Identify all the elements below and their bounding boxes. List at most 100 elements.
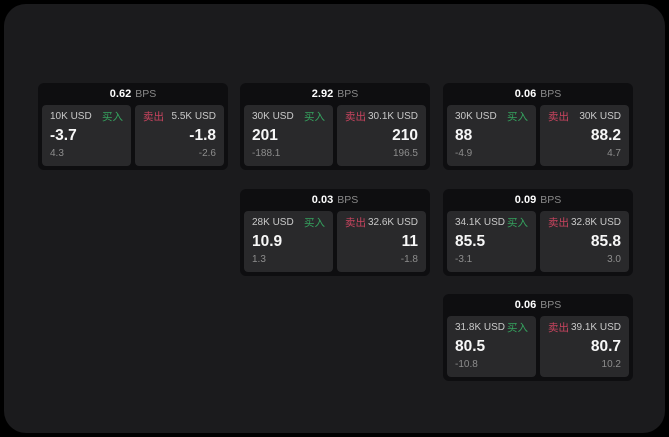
sell-tile-header: 卖出 32.8K USD [548,217,621,229]
quote-body: 31.8K USD 买入 80.5 -10.8 卖出 39.1K USD 80.… [443,316,633,381]
bps-value: 2.92 [311,88,334,100]
sell-side-label: 卖出 [548,322,569,334]
buy-change: -4.9 [455,148,473,159]
sell-change: 10.2 [601,359,621,370]
sell-side-label: 卖出 [345,111,366,123]
sell-amount: 32.6K USD [367,217,418,228]
sell-amount: 5.5K USD [171,111,216,122]
buy-tile-header: 10K USD 买入 [50,111,123,123]
buy-side-label: 买入 [102,111,123,123]
buy-side-label: 买入 [507,322,528,334]
buy-side-label: 买入 [507,217,528,229]
quote-body: 10K USD 买入 -3.7 4.3 卖出 5.5K USD -1.8 -2.… [38,105,228,170]
bps-unit-label: BPS [540,194,562,206]
sell-tile-header: 卖出 5.5K USD [143,111,216,123]
sell-price: 210 [392,127,418,144]
sell-side-label: 卖出 [548,111,569,123]
buy-price: 80.5 [455,338,486,355]
sell-change: 3.0 [607,254,621,265]
buy-tile-header: 30K USD 买入 [252,111,325,123]
sell-price: 85.8 [590,233,621,250]
buy-change: -3.1 [455,254,473,265]
bps-unit-label: BPS [540,88,562,100]
bps-value: 0.62 [109,88,132,100]
buy-tile[interactable]: 10K USD 买入 -3.7 4.3 [42,105,131,166]
buy-change: 4.3 [50,148,64,159]
buy-amount: 31.8K USD [455,322,506,333]
quote-body: 28K USD 买入 10.9 1.3 卖出 32.6K USD 11 -1.8 [240,211,430,276]
sell-change: 196.5 [392,148,418,159]
buy-change: -10.8 [455,359,478,370]
quote-card: 0.06 BPS 31.8K USD 买入 80.5 -10.8 卖出 39.1… [443,294,633,381]
sell-price: 88.2 [590,127,621,144]
buy-change: -188.1 [252,148,281,159]
buy-amount: 30K USD [455,111,497,122]
sell-tile[interactable]: 卖出 30.1K USD 210 196.5 [337,105,426,166]
bps-header: 0.06 BPS [443,83,633,105]
sell-tile[interactable]: 卖出 32.6K USD 11 -1.8 [337,211,426,272]
sell-tile-header: 卖出 32.6K USD [345,217,418,229]
buy-tile-header: 31.8K USD 买入 [455,322,528,334]
sell-amount: 30K USD [579,111,621,122]
sell-side-label: 卖出 [548,217,569,229]
buy-side-label: 买入 [304,217,325,229]
quote-card: 0.06 BPS 30K USD 买入 88 -4.9 卖出 30K USD 8… [443,83,633,170]
sell-tile[interactable]: 卖出 39.1K USD 80.7 10.2 [540,316,629,377]
buy-amount: 10K USD [50,111,92,122]
buy-amount: 30K USD [252,111,294,122]
bps-unit-label: BPS [135,88,157,100]
sell-tile[interactable]: 卖出 30K USD 88.2 4.7 [540,105,629,166]
buy-side-label: 买入 [507,111,528,123]
quote-body: 30K USD 买入 201 -188.1 卖出 30.1K USD 210 1… [240,105,430,170]
buy-price: 201 [252,127,278,144]
buy-tile[interactable]: 30K USD 买入 88 -4.9 [447,105,536,166]
bps-header: 0.62 BPS [38,83,228,105]
sell-tile[interactable]: 卖出 32.8K USD 85.8 3.0 [540,211,629,272]
sell-amount: 32.8K USD [570,217,621,228]
bps-unit-label: BPS [337,88,359,100]
buy-tile[interactable]: 30K USD 买入 201 -188.1 [244,105,333,166]
quote-card: 0.03 BPS 28K USD 买入 10.9 1.3 卖出 32.6K US… [240,189,430,276]
quote-card: 2.92 BPS 30K USD 买入 201 -188.1 卖出 30.1K … [240,83,430,170]
buy-side-label: 买入 [304,111,325,123]
buy-price: 85.5 [455,233,486,250]
buy-tile-header: 28K USD 买入 [252,217,325,229]
sell-change: 4.7 [607,148,621,159]
buy-change: 1.3 [252,254,266,265]
sell-tile-header: 卖出 39.1K USD [548,322,621,334]
bps-value: 0.06 [514,88,537,100]
sell-tile-header: 卖出 30K USD [548,111,621,123]
buy-tile[interactable]: 31.8K USD 买入 80.5 -10.8 [447,316,536,377]
quote-body: 34.1K USD 买入 85.5 -3.1 卖出 32.8K USD 85.8… [443,211,633,276]
bps-unit-label: BPS [540,299,562,311]
sell-price: 11 [401,233,418,250]
buy-price: 10.9 [252,233,283,250]
bps-value: 0.03 [311,194,334,206]
bps-value: 0.09 [514,194,537,206]
bps-value: 0.06 [514,299,537,311]
sell-amount: 39.1K USD [570,322,621,333]
buy-price: -3.7 [50,127,77,144]
sell-side-label: 卖出 [143,111,164,123]
sell-change: -2.6 [198,148,216,159]
bps-unit-label: BPS [337,194,359,206]
buy-tile[interactable]: 28K USD 买入 10.9 1.3 [244,211,333,272]
buy-amount: 28K USD [252,217,294,228]
quote-card: 0.62 BPS 10K USD 买入 -3.7 4.3 卖出 5.5K USD… [38,83,228,170]
bps-header: 0.09 BPS [443,189,633,211]
bps-header: 0.03 BPS [240,189,430,211]
sell-tile-header: 卖出 30.1K USD [345,111,418,123]
buy-tile-header: 34.1K USD 买入 [455,217,528,229]
buy-tile[interactable]: 34.1K USD 买入 85.5 -3.1 [447,211,536,272]
quotes-panel: 0.62 BPS 10K USD 买入 -3.7 4.3 卖出 5.5K USD… [4,4,665,433]
sell-tile[interactable]: 卖出 5.5K USD -1.8 -2.6 [135,105,224,166]
sell-change: -1.8 [400,254,418,265]
sell-side-label: 卖出 [345,217,366,229]
sell-amount: 30.1K USD [367,111,418,122]
buy-price: 88 [455,127,473,144]
bps-header: 0.06 BPS [443,294,633,316]
bps-header: 2.92 BPS [240,83,430,105]
buy-tile-header: 30K USD 买入 [455,111,528,123]
sell-price: -1.8 [189,127,216,144]
quote-body: 30K USD 买入 88 -4.9 卖出 30K USD 88.2 4.7 [443,105,633,170]
